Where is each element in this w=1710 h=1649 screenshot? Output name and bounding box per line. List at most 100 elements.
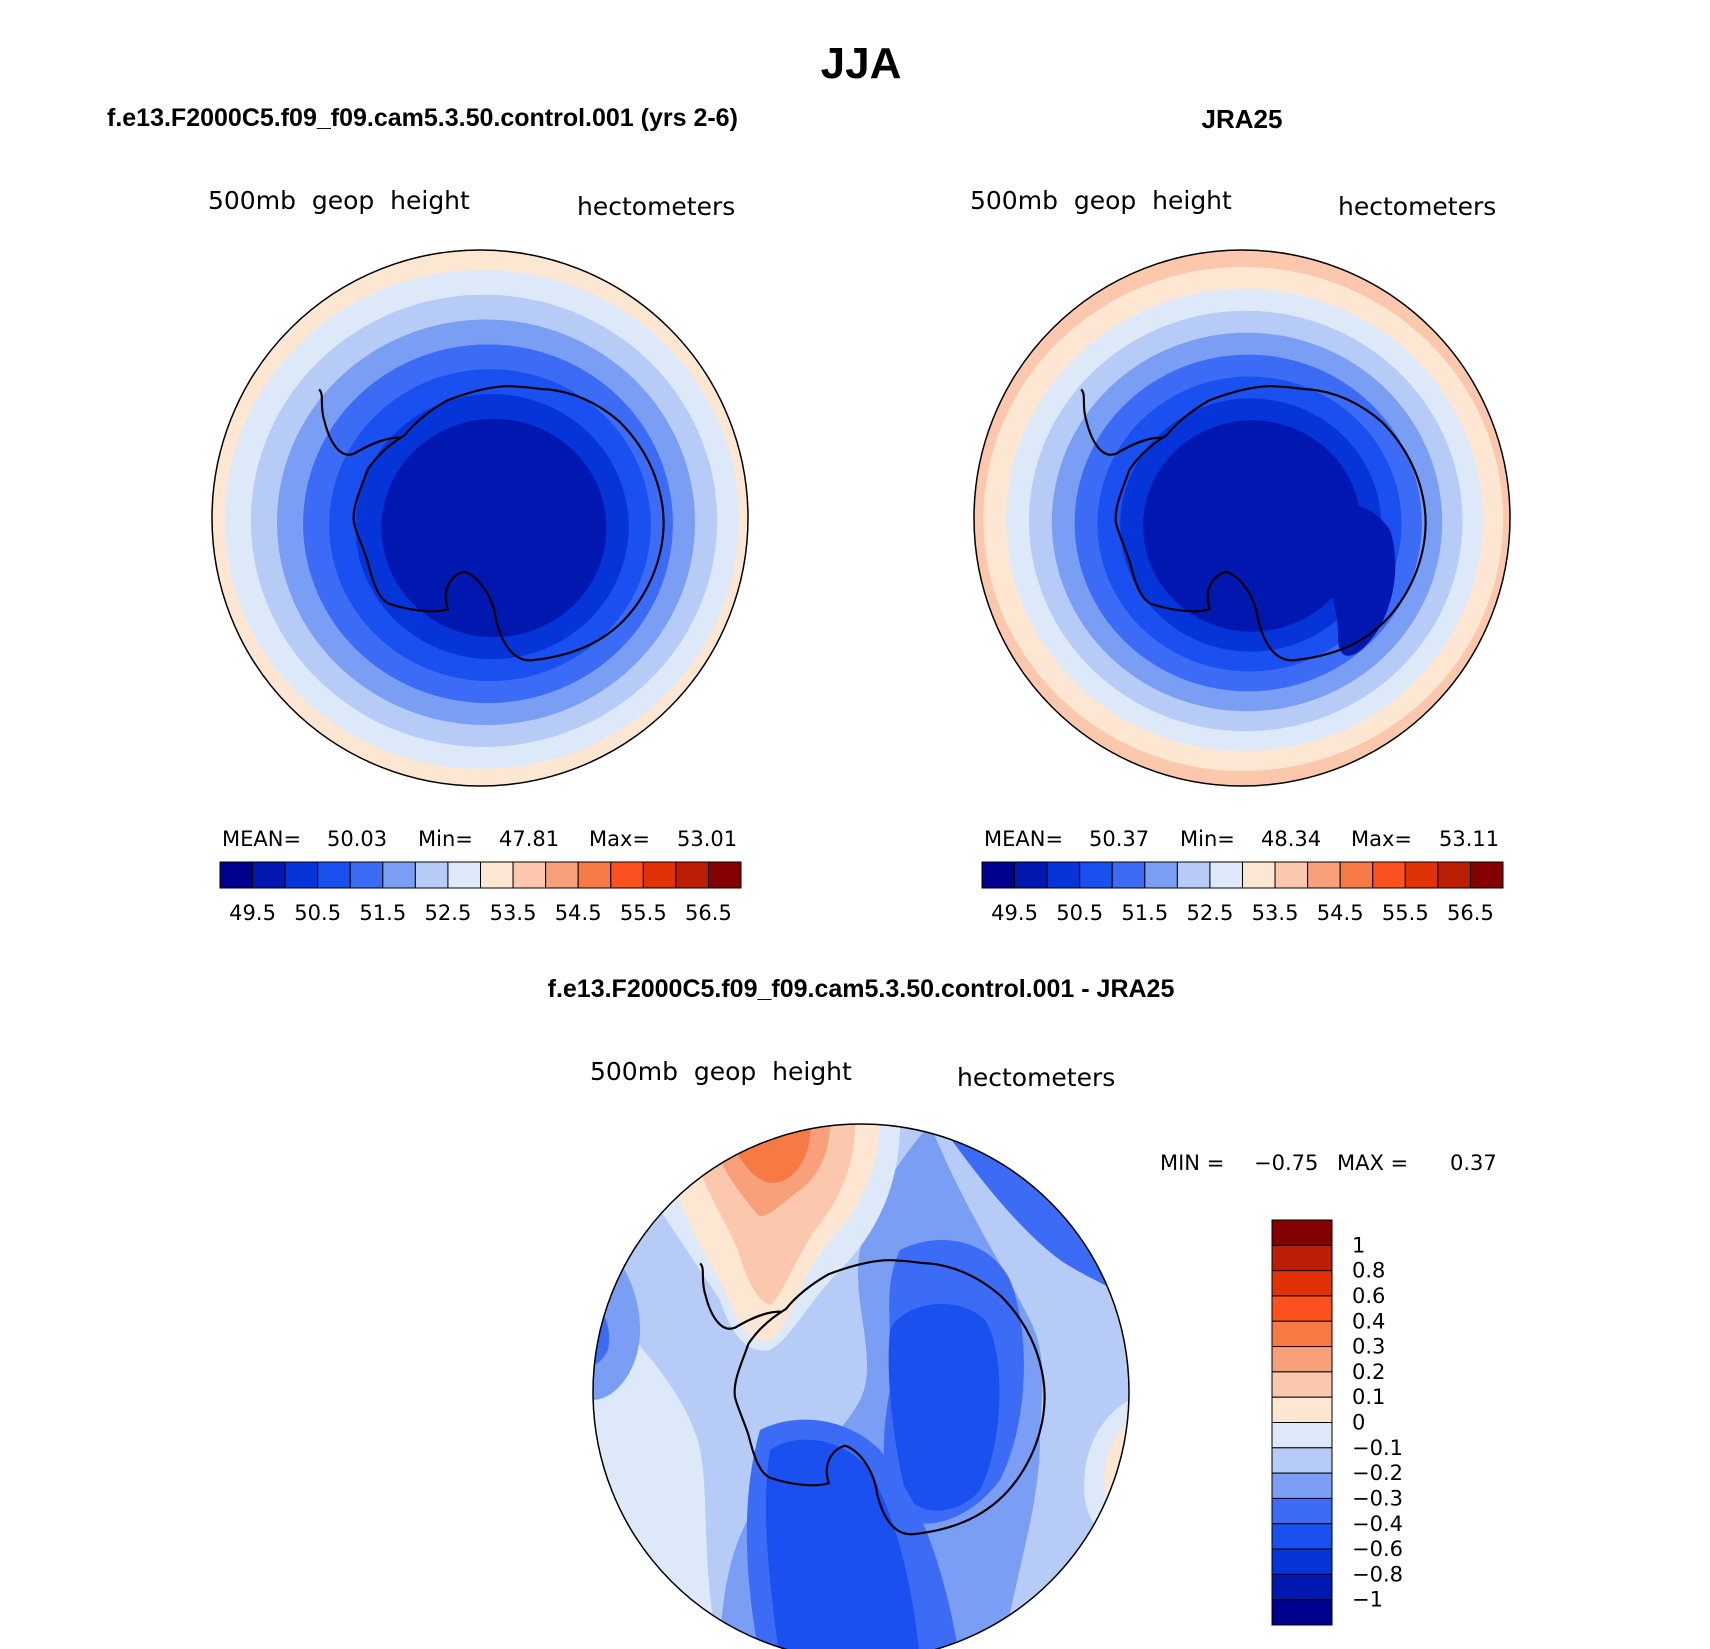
page-title: JJA — [821, 39, 902, 88]
model-variable-label: 500mb geop height — [208, 186, 470, 215]
colorbar-tick-label: 53.5 — [490, 901, 537, 925]
diff-contour-patch — [765, 1439, 920, 1649]
colorbar-box — [642, 861, 677, 889]
colorbar-box — [610, 861, 644, 889]
obs-contour-fill — [974, 250, 1510, 786]
model-contour-fill — [212, 250, 748, 786]
diff-min-label: MIN = — [1160, 1151, 1224, 1175]
diff-units-label: hectometers — [957, 1063, 1115, 1092]
model-units-label: hectometers — [577, 192, 735, 221]
colorbar-box — [1271, 1270, 1333, 1297]
model-max-label: Max= — [589, 827, 650, 851]
colorbar-tick-label: 55.5 — [1382, 901, 1429, 925]
colorbar-box — [1271, 1523, 1333, 1550]
obs-mean-label: MEAN= — [984, 827, 1063, 851]
colorbar-box — [382, 861, 416, 889]
colorbar-tick-label: 52.5 — [1187, 901, 1234, 925]
colorbar-tick-label: −0.1 — [1352, 1436, 1403, 1460]
colorbar-box — [577, 861, 612, 889]
model-polar-map — [212, 250, 748, 786]
colorbar-tick-label: 49.5 — [229, 901, 276, 925]
colorbar-box — [1209, 861, 1243, 889]
colorbar-tick-label: 56.5 — [685, 901, 732, 925]
contour-band — [1143, 420, 1361, 632]
obs-stats: MEAN= 50.37 Min= 48.34 Max= 53.11 — [984, 827, 1499, 851]
colorbar-tick-label: −0.3 — [1352, 1486, 1403, 1510]
obs-max-value: 53.11 — [1439, 827, 1499, 851]
colorbar-box — [1111, 861, 1146, 889]
panel-obs: JRA25 500mb geop height hectometers MEAN… — [970, 104, 1511, 925]
colorbar-box — [1271, 1599, 1333, 1626]
colorbar-box — [1372, 861, 1406, 889]
colorbar-box — [1469, 861, 1504, 889]
colorbar-tick-label: 51.5 — [1121, 901, 1168, 925]
colorbar-tick-label: −1 — [1352, 1588, 1383, 1612]
model-max-value: 53.01 — [677, 827, 737, 851]
colorbar-box — [1271, 1573, 1333, 1601]
colorbar-box — [675, 861, 709, 889]
diff-contour-patch — [888, 1303, 1000, 1511]
colorbar-tick-label: 1 — [1352, 1233, 1365, 1257]
colorbar-box — [1274, 861, 1309, 889]
colorbar-tick-label: 54.5 — [1317, 901, 1364, 925]
diff-min-value: −0.75 — [1254, 1151, 1318, 1175]
colorbar-tick-label: −0.4 — [1352, 1512, 1403, 1536]
colorbar-tick-label: 49.5 — [991, 901, 1038, 925]
colorbar-box — [1271, 1295, 1333, 1322]
colorbar-box — [1307, 861, 1341, 889]
diff-case-title: f.e13.F2000C5.f09_f09.cam5.3.50.control.… — [548, 975, 1175, 1003]
model-colorbar: 49.5 50.5 51.5 52.5 53.5 54.5 55.5 56.5 — [219, 861, 742, 925]
colorbar-tick-label: −0.2 — [1352, 1461, 1403, 1485]
model-min-label: Min= — [418, 827, 473, 851]
obs-colorbar: 49.5 50.5 51.5 52.5 53.5 54.5 55.5 56.5 — [981, 861, 1504, 925]
obs-min-label: Min= — [1180, 827, 1235, 851]
colorbar-box — [1144, 861, 1178, 889]
colorbar-box — [219, 861, 254, 889]
colorbar-tick-label: −0.6 — [1352, 1537, 1403, 1561]
colorbar-tick-label: 56.5 — [1447, 901, 1494, 925]
colorbar-tick-label: 0.8 — [1352, 1259, 1385, 1283]
obs-polar-map — [974, 250, 1510, 786]
colorbar-box — [1339, 861, 1374, 889]
colorbar-box — [1271, 1497, 1333, 1525]
diff-map-border — [592, 1123, 1130, 1649]
model-stats: MEAN= 50.03 Min= 47.81 Max= 53.01 — [222, 827, 737, 851]
model-mean-value: 50.03 — [327, 827, 387, 851]
colorbar-box — [447, 861, 481, 889]
obs-case-title: JRA25 — [1202, 104, 1283, 134]
colorbar-box — [512, 861, 547, 889]
colorbar-box — [545, 861, 579, 889]
colorbar-box — [1271, 1371, 1333, 1398]
colorbar-tick-label: 0 — [1352, 1411, 1365, 1435]
colorbar-tick-label: 52.5 — [425, 901, 472, 925]
obs-units-label: hectometers — [1338, 192, 1496, 221]
colorbar-box — [349, 861, 384, 889]
colorbar-box — [1404, 861, 1439, 889]
colorbar-box — [1079, 861, 1113, 889]
colorbar-box — [480, 861, 514, 889]
colorbar-box — [1242, 861, 1276, 889]
colorbar-tick-label: 0.6 — [1352, 1284, 1385, 1308]
colorbar-box — [1271, 1396, 1333, 1423]
obs-max-label: Max= — [1351, 827, 1412, 851]
diff-variable-label: 500mb geop height — [590, 1057, 852, 1086]
colorbar-box — [1271, 1320, 1333, 1348]
obs-min-value: 48.34 — [1261, 827, 1321, 851]
colorbar-box — [981, 861, 1016, 889]
colorbar-tick-label: 50.5 — [1056, 901, 1103, 925]
model-map-border — [211, 249, 749, 787]
colorbar-tick-label: 0.1 — [1352, 1385, 1385, 1409]
colorbar-tick-label: 0.2 — [1352, 1360, 1385, 1384]
panel-diff: f.e13.F2000C5.f09_f09.cam5.3.50.control.… — [548, 975, 1497, 1649]
diff-stats: MIN = −0.75 MAX = 0.37 — [1160, 1151, 1497, 1175]
model-min-value: 47.81 — [499, 827, 559, 851]
obs-inner-contour-patch — [1310, 503, 1396, 656]
obs-map-border — [973, 249, 1511, 787]
colorbar-box — [414, 861, 449, 889]
contour-band — [381, 418, 607, 638]
model-mean-label: MEAN= — [222, 827, 301, 851]
model-case-title: f.e13.F2000C5.f09_f09.cam5.3.50.control.… — [107, 104, 738, 132]
colorbar-tick-label: 0.4 — [1352, 1309, 1385, 1333]
colorbar-box — [284, 861, 319, 889]
